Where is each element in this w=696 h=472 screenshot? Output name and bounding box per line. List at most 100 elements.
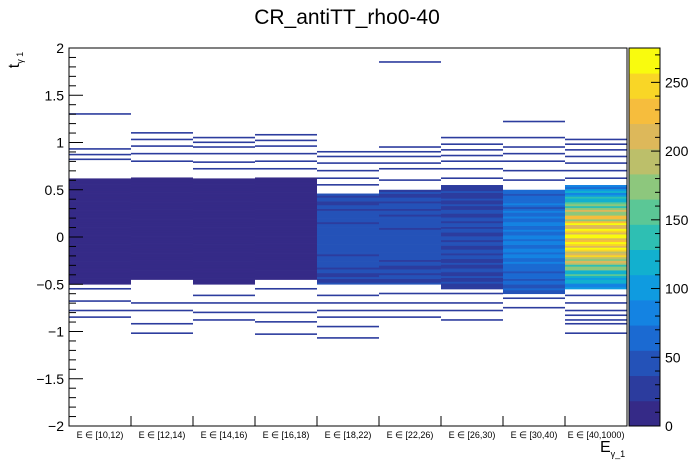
heatmap-cell xyxy=(69,229,131,232)
heatmap-cell xyxy=(131,260,193,263)
heatmap-column xyxy=(441,136,503,321)
heatmap-outlier-cell xyxy=(379,167,441,170)
heatmap-cell xyxy=(441,277,503,280)
heatmap-cell xyxy=(565,283,627,286)
heatmap-cell xyxy=(255,211,317,214)
palette-swatch xyxy=(629,300,660,326)
heatmap-cell xyxy=(317,212,379,215)
heatmap-cell xyxy=(379,191,441,194)
heatmap-cell xyxy=(503,199,565,202)
heatmap-cell xyxy=(565,273,627,277)
palette-swatch xyxy=(629,199,660,225)
heatmap-cell xyxy=(69,278,131,281)
heatmap-cell xyxy=(565,237,627,241)
heatmap-cell xyxy=(441,275,503,278)
heatmap-cell xyxy=(503,210,565,213)
heatmap-outlier-cell xyxy=(317,294,379,297)
heatmap-cell xyxy=(565,230,627,233)
heatmap-cell xyxy=(317,227,379,230)
heatmap-cell xyxy=(255,202,317,205)
heatmap-cell xyxy=(317,246,379,249)
heatmap-cell xyxy=(255,207,317,210)
heatmap-cell xyxy=(565,185,627,188)
heatmap-cell xyxy=(69,206,131,209)
heatmap-cell xyxy=(503,206,565,209)
heatmap-cell xyxy=(565,262,627,265)
y-axis-label-sub: γ 1 xyxy=(15,52,25,64)
heatmap-cell xyxy=(69,195,131,198)
palette-swatch xyxy=(629,375,660,402)
heatmap-cell xyxy=(131,234,193,237)
heatmap-outlier-cell xyxy=(131,309,193,312)
heatmap-cell xyxy=(565,243,627,246)
heatmap-cell xyxy=(131,275,193,278)
heatmap-cell xyxy=(69,208,131,211)
heatmap-cell xyxy=(131,262,193,265)
heatmap-cell xyxy=(69,269,131,272)
x-category-label: E ∈ [16,18) xyxy=(263,430,310,440)
heatmap-cell xyxy=(131,194,193,197)
heatmap-cell xyxy=(503,201,565,204)
heatmap-cell xyxy=(379,240,441,244)
heatmap-cell xyxy=(379,225,441,228)
heatmap-cell xyxy=(255,183,317,186)
heatmap-cell xyxy=(131,236,193,239)
heatmap-cell xyxy=(193,263,255,266)
heatmap-outlier-cell xyxy=(565,332,627,334)
heatmap-outlier-cell xyxy=(131,138,193,141)
heatmap-cell xyxy=(565,258,627,261)
heatmap-cell xyxy=(255,192,317,195)
heatmap-cell xyxy=(503,189,565,192)
heatmap-cell xyxy=(317,259,379,262)
heatmap-cell xyxy=(255,234,317,237)
heatmap-cell xyxy=(69,282,131,285)
heatmap-cell xyxy=(565,279,627,282)
heatmap-cell xyxy=(131,183,193,186)
y-tick-label: 1 xyxy=(56,135,64,151)
heatmap-cell xyxy=(131,228,193,231)
heatmap-cell xyxy=(503,197,565,200)
heatmap-cell xyxy=(379,216,441,219)
heatmap-cell xyxy=(503,271,565,274)
heatmap-cell xyxy=(69,199,131,202)
heatmap-cell xyxy=(255,237,317,241)
heatmap-cell xyxy=(503,233,565,236)
heatmap-cell xyxy=(69,235,131,238)
heatmap-outlier-cell xyxy=(565,169,627,172)
heatmap-cell xyxy=(503,288,565,291)
heatmap-cell xyxy=(503,208,565,211)
heatmap-cell xyxy=(193,235,255,238)
palette-swatch xyxy=(629,400,660,427)
heatmap-cell xyxy=(317,214,379,217)
y-tick-label: 1.5 xyxy=(45,87,65,103)
heatmap-cell xyxy=(441,273,503,277)
heatmap-cell xyxy=(69,193,131,196)
heatmap-cell xyxy=(503,219,565,223)
heatmap-outlier-cell xyxy=(255,152,317,155)
heatmap-cell xyxy=(193,267,255,270)
heatmap-cell xyxy=(379,206,441,209)
heatmap-cell xyxy=(379,274,441,278)
heatmap-outlier-cell xyxy=(565,322,627,325)
heatmap-cell xyxy=(69,233,131,236)
heatmap-cell xyxy=(255,245,317,248)
heatmap-cell xyxy=(379,201,441,204)
heatmap-cell xyxy=(193,276,255,279)
heatmap-cell xyxy=(565,188,627,192)
heatmap-cell xyxy=(565,232,627,235)
heatmap-cell xyxy=(441,271,503,275)
heatmap-cell xyxy=(379,208,441,211)
heatmap-cell xyxy=(255,228,317,231)
heatmap-cell xyxy=(503,223,565,227)
heatmap-cell xyxy=(317,216,379,219)
heatmap-outlier-cell xyxy=(131,152,193,155)
heatmap-cell xyxy=(193,259,255,262)
heatmap-cell xyxy=(131,266,193,269)
heatmap-cell xyxy=(255,203,317,207)
heatmap-cell xyxy=(441,224,503,227)
heatmap-cell xyxy=(503,248,565,251)
heatmap-cell xyxy=(441,260,503,263)
heatmap-cell xyxy=(317,272,379,276)
heatmap-cell xyxy=(441,279,503,282)
heatmap-cell xyxy=(69,244,131,247)
